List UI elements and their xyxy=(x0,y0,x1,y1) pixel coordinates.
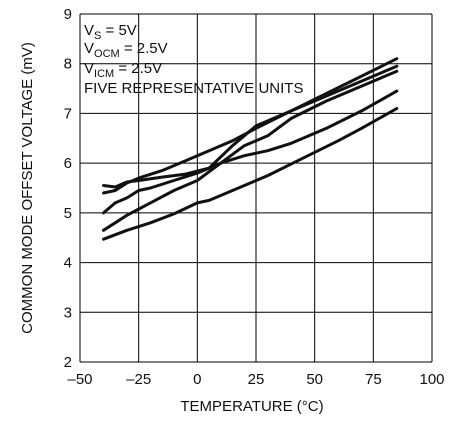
y-tick-label: 2 xyxy=(64,354,72,371)
series-lines xyxy=(102,57,399,241)
x-tick-label: 50 xyxy=(306,371,323,388)
tick-labels: –50 –25 0 25 50 75 100 2 3 4 5 6 7 8 9 xyxy=(64,6,445,388)
annotation-vs: VS = 5V xyxy=(84,22,137,42)
series-line-3 xyxy=(102,69,399,215)
x-tick-label: 100 xyxy=(419,371,444,388)
x-tick-label: 75 xyxy=(365,371,382,388)
x-tick-label: 25 xyxy=(248,371,265,388)
x-tick-label: –25 xyxy=(126,371,151,388)
y-tick-label: 3 xyxy=(64,304,72,321)
series-line-5 xyxy=(102,107,399,241)
y-tick-label: 7 xyxy=(64,105,72,122)
series-line-1 xyxy=(102,57,399,189)
x-tick-label: –50 xyxy=(67,371,92,388)
x-axis-title: TEMPERATURE (°C) xyxy=(180,398,323,415)
grid xyxy=(79,13,433,363)
x-tick-label: 0 xyxy=(193,371,201,388)
y-tick-label: 8 xyxy=(64,56,72,73)
y-tick-label: 5 xyxy=(64,205,72,222)
annotation-box: VS = 5V VOCM = 2.5V VICM = 2.5V FIVE REP… xyxy=(84,22,303,97)
annotation-vocm: VOCM = 2.5V xyxy=(84,40,168,60)
annotation-units: FIVE REPRESENTATIVE UNITS xyxy=(84,80,303,97)
y-tick-label: 9 xyxy=(64,6,72,23)
y-tick-label: 4 xyxy=(64,255,72,272)
series-line-2 xyxy=(102,64,399,195)
y-axis-title: COMMON MODE OFFSET VOLTAGE (mV) xyxy=(19,42,36,334)
series-line-4 xyxy=(102,89,399,232)
annotation-vicm: VICM = 2.5V xyxy=(84,60,162,80)
y-tick-label: 6 xyxy=(64,155,72,172)
